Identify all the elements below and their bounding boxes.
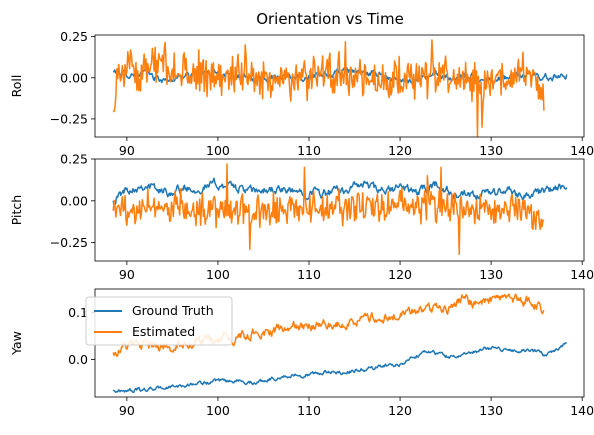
y-tick-label-yaw: 0.1: [68, 305, 88, 320]
x-tick-label-roll: 140: [570, 143, 594, 158]
y-tick-label-roll: 0.25: [60, 29, 88, 44]
x-tick-label-pitch: 90: [119, 267, 135, 282]
axes-frame-pitch: [94, 158, 585, 262]
series-group-roll: [112, 39, 568, 137]
x-tick-label-pitch: 120: [388, 267, 412, 282]
axes-frame-roll: [94, 34, 585, 138]
legend-box: [85, 296, 233, 346]
x-tick-label-pitch: 110: [297, 267, 321, 282]
x-tick-label-roll: 90: [119, 143, 135, 158]
panel-yaw: 90 100 110 120 130 140 0.0 0.1 Yaw: [9, 288, 594, 418]
legend: Ground Truth Estimated: [85, 296, 233, 346]
legend-label-ground-truth: Ground Truth: [132, 303, 214, 318]
series-group-pitch: [112, 163, 568, 256]
x-tick-label-pitch: 130: [479, 267, 503, 282]
series-line-pitch-ground-truth: [112, 177, 568, 207]
x-tick-label-yaw: 110: [297, 403, 321, 418]
x-tick-label-yaw: 120: [388, 403, 412, 418]
series-line-pitch-estimated: [112, 163, 545, 256]
x-tick-label-roll: 120: [388, 143, 412, 158]
chart-title: Orientation vs Time: [256, 10, 404, 28]
series-line-roll-estimated: [112, 39, 545, 137]
x-tick-label-roll: 100: [206, 143, 230, 158]
y-axis-label-roll: Roll: [9, 75, 24, 98]
y-tick-label-pitch: 0.25: [60, 152, 88, 167]
y-tick-label-roll: 0.00: [60, 70, 88, 85]
y-axis-label-yaw: Yaw: [9, 331, 24, 356]
x-tick-label-yaw: 100: [206, 403, 230, 418]
x-tick-label-roll: 130: [479, 143, 503, 158]
legend-label-estimated: Estimated: [132, 324, 195, 339]
x-tick-label-roll: 110: [297, 143, 321, 158]
series-line-yaw-ground-truth: [112, 342, 567, 394]
x-tick-label-pitch: 140: [570, 267, 594, 282]
panel-pitch: 90 100 110 120 130 140 −0.25 0.00 0.25 Pitch: [9, 152, 594, 283]
x-tick-label-yaw: 140: [570, 403, 594, 418]
y-tick-label-pitch: 0.00: [60, 193, 88, 208]
y-tick-label-yaw: 0.0: [68, 352, 88, 367]
x-tick-label-yaw: 130: [479, 403, 503, 418]
y-tick-label-pitch: −0.25: [50, 235, 88, 250]
x-tick-label-pitch: 100: [206, 267, 230, 282]
panel-roll: 90 100 110 120 130 140 −0.25 0.00 0.25 Roll: [9, 29, 594, 158]
y-axis-label-pitch: Pitch: [9, 195, 24, 225]
x-tick-label-yaw: 90: [119, 403, 135, 418]
y-tick-label-roll: −0.25: [50, 111, 88, 126]
